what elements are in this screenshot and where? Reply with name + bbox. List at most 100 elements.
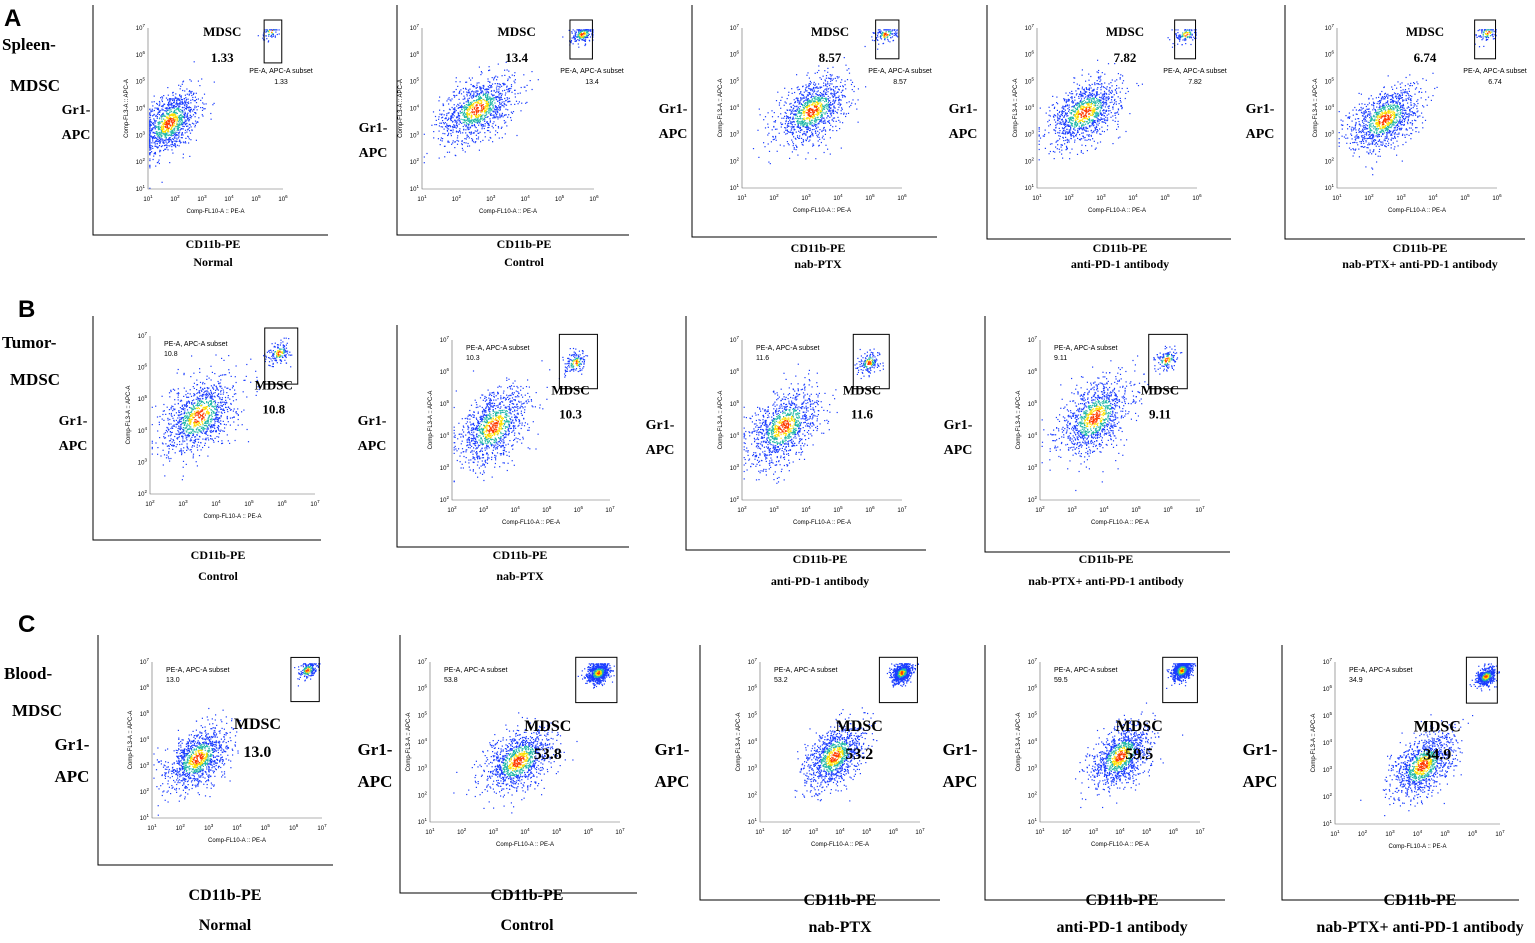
gate-name: PE-A, APC-A subset — [560, 68, 623, 75]
event-dot — [149, 126, 151, 128]
event-dot — [507, 88, 510, 90]
event-dot — [174, 143, 176, 145]
event-dot — [153, 114, 155, 116]
event-dot — [159, 151, 161, 153]
x-tick-label: 103 — [197, 194, 207, 203]
event-dot — [155, 145, 157, 147]
event-dot — [856, 108, 858, 110]
event-dot — [186, 105, 188, 107]
event-dot — [172, 125, 174, 127]
event-dot — [835, 80, 837, 82]
event-dot — [195, 139, 197, 141]
event-dot — [454, 141, 456, 143]
event-dot — [149, 165, 151, 167]
event-dot — [468, 128, 470, 130]
event-dot — [162, 115, 164, 117]
event-dot — [833, 117, 836, 119]
event-dot — [454, 109, 456, 111]
event-dot — [472, 139, 474, 141]
event-dot — [1092, 94, 1094, 97]
event-dot — [494, 117, 496, 119]
event-dot — [1074, 124, 1076, 126]
event-dot — [183, 109, 185, 111]
event-dot — [1092, 112, 1094, 114]
event-dot — [484, 110, 486, 112]
event-dot — [432, 111, 435, 113]
gated-event-dot — [583, 39, 586, 41]
event-dot — [182, 125, 184, 127]
event-dot — [1065, 120, 1067, 122]
event-dot — [1086, 102, 1088, 104]
event-dot — [824, 122, 826, 124]
event-dot — [821, 106, 823, 108]
event-dot — [189, 114, 191, 116]
event-dot — [448, 108, 451, 110]
event-dot — [786, 132, 788, 135]
event-dot — [470, 93, 472, 95]
event-dot — [796, 126, 798, 128]
event-dot — [498, 101, 501, 103]
event-dot — [1105, 116, 1107, 118]
event-dot — [175, 103, 177, 105]
event-dot — [166, 147, 168, 149]
event-dot — [471, 103, 473, 105]
event-dot — [1077, 110, 1079, 112]
event-dot — [1062, 157, 1064, 159]
event-dot — [1077, 128, 1079, 130]
event-dot — [463, 111, 465, 113]
event-dot — [1080, 107, 1082, 109]
event-dot — [1096, 132, 1098, 134]
event-dot — [1048, 132, 1050, 134]
event-dot — [811, 104, 813, 106]
scatter-dots — [752, 29, 899, 165]
event-dot — [1090, 125, 1092, 127]
event-dot — [1075, 134, 1077, 136]
gated-event-dot — [269, 29, 271, 31]
event-dot — [1101, 113, 1103, 115]
event-dot — [1081, 126, 1083, 128]
event-dot — [1086, 98, 1088, 100]
gated-event-dot — [1188, 29, 1190, 31]
event-dot — [494, 111, 496, 113]
event-dot — [496, 89, 498, 91]
event-dot — [804, 103, 806, 106]
event-dot — [794, 124, 796, 126]
event-dot — [483, 86, 485, 88]
event-dot — [815, 95, 817, 98]
event-dot — [195, 113, 197, 115]
event-dot — [177, 127, 179, 130]
event-dot — [470, 105, 472, 107]
event-dot — [796, 74, 798, 76]
event-dot — [1091, 110, 1093, 112]
event-dot — [792, 121, 794, 123]
event-dot — [1080, 98, 1083, 100]
event-dot — [1070, 127, 1072, 129]
event-dot — [795, 113, 797, 115]
event-dot — [195, 112, 197, 114]
event-dot — [515, 100, 518, 102]
event-dot — [816, 91, 818, 93]
event-dot — [781, 123, 784, 125]
event-dot — [176, 101, 178, 103]
event-dot — [835, 99, 837, 101]
event-dot — [468, 90, 470, 92]
event-dot — [1106, 96, 1108, 98]
event-dot — [473, 100, 475, 102]
event-dot — [809, 120, 811, 122]
gated-event-dot — [877, 33, 879, 35]
event-dot — [1100, 133, 1102, 135]
event-dot — [448, 151, 451, 153]
event-dot — [826, 103, 828, 105]
event-dot — [811, 116, 813, 118]
event-dot — [1065, 118, 1067, 120]
event-dot — [455, 130, 458, 132]
event-dot — [170, 102, 172, 104]
event-dot — [507, 98, 509, 100]
gate-subset-pct: 1.33 — [274, 79, 288, 86]
event-dot — [507, 89, 509, 91]
event-dot — [808, 117, 810, 119]
event-dot — [1101, 96, 1103, 98]
event-dot — [156, 103, 159, 105]
event-dot — [802, 118, 804, 120]
